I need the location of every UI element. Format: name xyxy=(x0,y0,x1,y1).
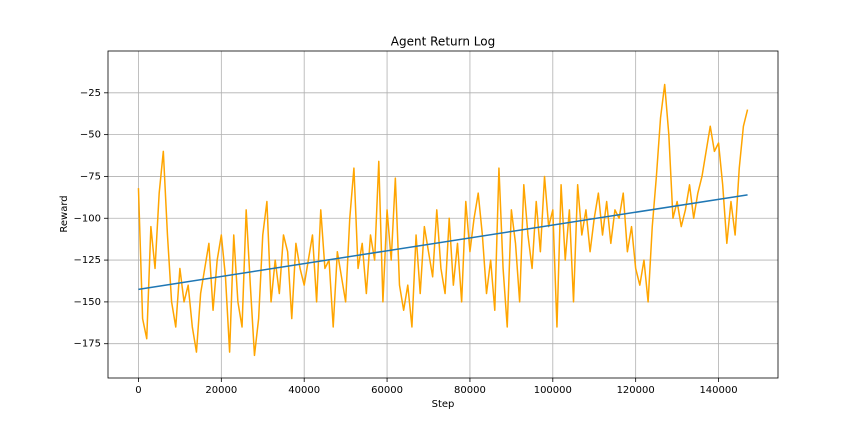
y-tick-label: −50 xyxy=(80,130,101,141)
y-tick-label: −100 xyxy=(74,213,101,224)
x-tick-label: 60000 xyxy=(371,385,403,396)
y-tick-label: −175 xyxy=(74,339,101,350)
y-tick-label: −150 xyxy=(74,297,101,308)
x-tick-label: 40000 xyxy=(288,385,320,396)
x-axis-label: Step xyxy=(432,399,455,410)
y-tick-label: −125 xyxy=(74,255,101,266)
series-line xyxy=(137,83,749,357)
chart-title: Agent Return Log xyxy=(391,35,495,49)
x-tick-label: 140000 xyxy=(699,385,737,396)
y-tick-label: −25 xyxy=(80,88,101,99)
y-axis-label: Reward xyxy=(59,195,70,232)
series-line xyxy=(138,194,748,291)
plot-frame xyxy=(107,50,779,379)
x-tick-label: 0 xyxy=(135,385,141,396)
x-tick-label: 80000 xyxy=(454,385,486,396)
x-tick-label: 20000 xyxy=(205,385,237,396)
y-tick-label: −75 xyxy=(80,171,101,182)
x-tick-label: 120000 xyxy=(617,385,655,396)
x-tick-label: 100000 xyxy=(534,385,572,396)
